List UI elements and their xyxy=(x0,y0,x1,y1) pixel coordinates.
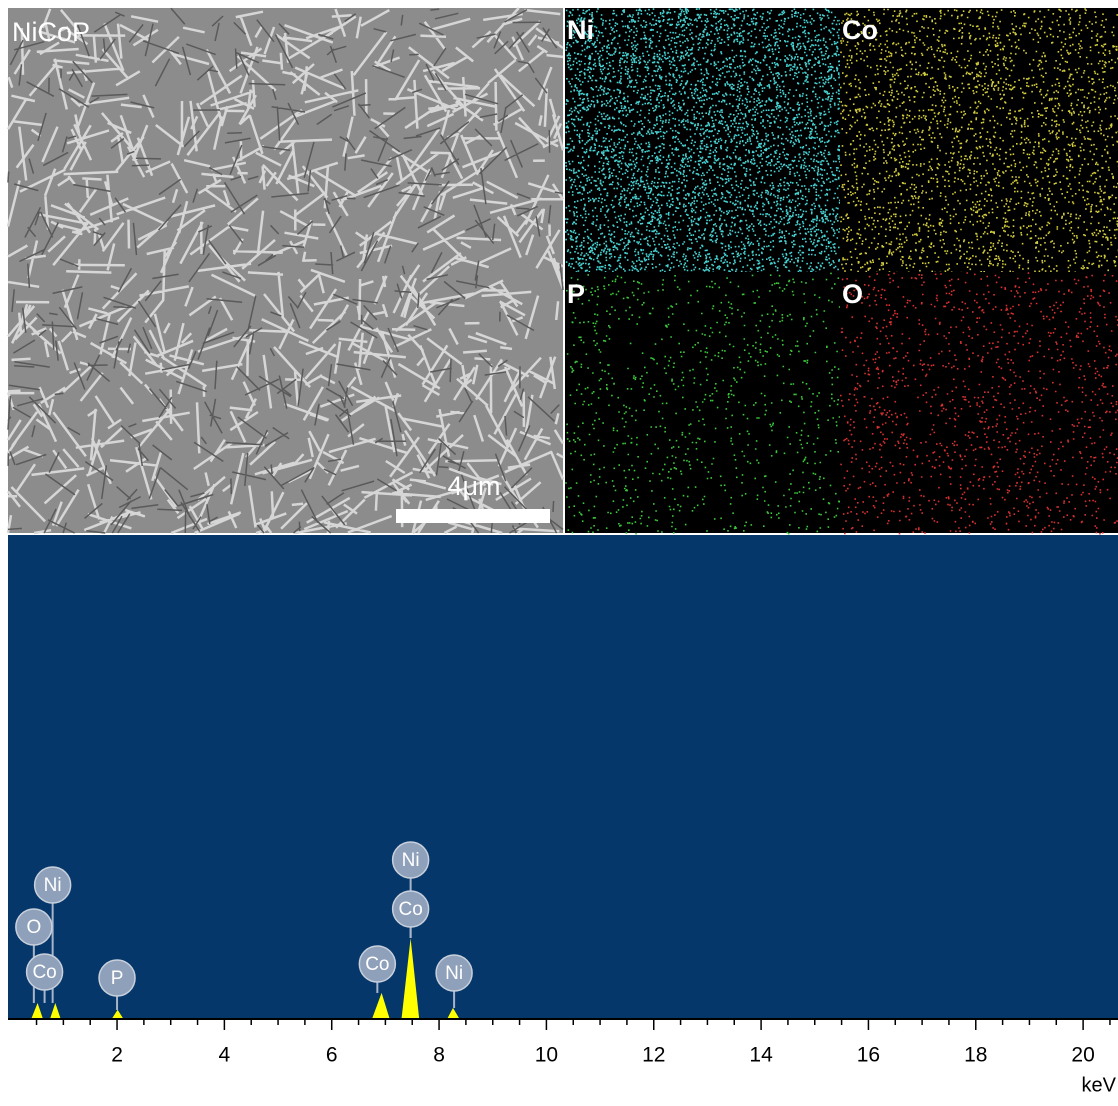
element-map xyxy=(840,8,1118,272)
map-label: P xyxy=(567,279,585,309)
element-map xyxy=(840,272,1118,533)
annotation-circle xyxy=(391,841,430,879)
map-dots xyxy=(565,8,842,274)
annotation-label: Co xyxy=(32,962,56,983)
map-dots xyxy=(840,8,1118,274)
scale-bar xyxy=(396,509,550,523)
x-tick-label: 4 xyxy=(219,1044,231,1067)
annotation-circle xyxy=(98,959,136,997)
annotation-label: Co xyxy=(365,954,389,975)
map-label: Co xyxy=(842,15,878,45)
x-tick-label: 10 xyxy=(535,1044,558,1067)
axis-area xyxy=(8,1019,1118,1106)
annotation-label: Ni xyxy=(44,875,62,896)
x-tick-label: 12 xyxy=(642,1044,665,1067)
annotation-circle xyxy=(435,954,473,992)
x-tick-label: 6 xyxy=(326,1044,338,1067)
x-axis-label: keV xyxy=(1082,1074,1117,1096)
annotation-circle xyxy=(15,908,53,946)
scale-bar-label: 4μm xyxy=(447,471,500,501)
annotation-label: P xyxy=(111,968,124,989)
annotation-label: Ni xyxy=(402,850,420,871)
annotation-label: Co xyxy=(398,899,422,920)
x-tick-label: 8 xyxy=(433,1044,445,1067)
x-tick-label: 20 xyxy=(1071,1044,1094,1067)
sem-texture-light xyxy=(6,7,565,535)
annotation-circle xyxy=(33,866,72,904)
annotation-label: O xyxy=(26,917,41,938)
x-tick-label: 16 xyxy=(857,1044,880,1067)
sem-label: NiCoP xyxy=(12,17,90,47)
annotation-label: Ni xyxy=(445,963,463,984)
map-label: Ni xyxy=(567,15,594,45)
plot-background xyxy=(8,535,1118,1019)
map-label: O xyxy=(842,279,863,309)
x-tick-label: 14 xyxy=(749,1044,773,1067)
x-tick-label: 2 xyxy=(111,1044,123,1067)
annotation-circle xyxy=(25,953,64,991)
x-tick-label: 18 xyxy=(964,1044,987,1067)
annotation-circle xyxy=(391,890,430,928)
sem-texture-dark xyxy=(7,7,564,534)
annotation-circle xyxy=(358,945,397,983)
map-dots xyxy=(840,272,1118,535)
